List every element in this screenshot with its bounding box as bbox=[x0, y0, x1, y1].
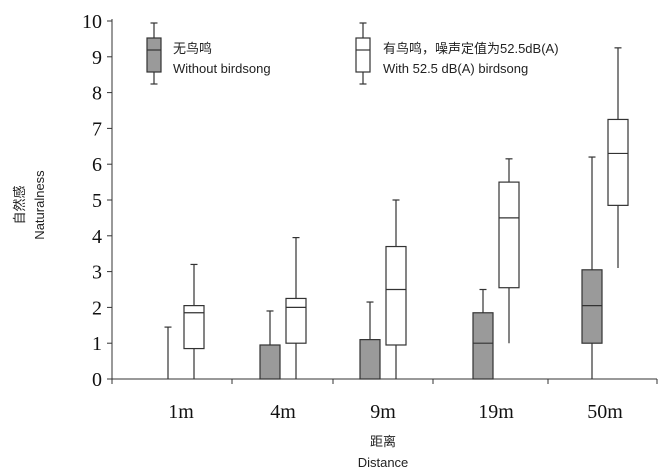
x-tick-label: 50m bbox=[587, 401, 623, 423]
box-with-1m bbox=[183, 263, 205, 379]
legend-label-cn-with: 有鸟鸣，噪声定值为52.5dB(A) bbox=[383, 41, 559, 56]
x-axis: 1m 4m 9m 19m 50m bbox=[111, 378, 658, 423]
legend-label-en-without: Without birdsong bbox=[173, 61, 271, 76]
x-tick-label: 4m bbox=[270, 401, 296, 423]
plot-area bbox=[164, 47, 629, 380]
box-with-9m bbox=[385, 199, 407, 379]
y-axis: 0 1 2 3 4 5 6 7 8 9 10 bbox=[82, 11, 113, 391]
box-iqr bbox=[183, 305, 205, 350]
box-iqr bbox=[359, 339, 381, 380]
x-axis-title-en: Distance bbox=[358, 455, 409, 470]
legend-item-with-birdsong bbox=[355, 22, 371, 85]
box-iqr bbox=[498, 181, 520, 289]
legend-label-cn-without: 无鸟鸣 bbox=[173, 41, 212, 56]
box-with-4m bbox=[285, 236, 307, 379]
x-axis-title-cn: 距离 bbox=[370, 434, 396, 449]
box-iqr bbox=[385, 245, 407, 346]
x-tick-label: 1m bbox=[168, 401, 194, 423]
y-tick-label: 8 bbox=[92, 83, 102, 105]
box-iqr bbox=[472, 312, 494, 380]
box-iqr bbox=[259, 344, 281, 380]
legend: 无鸟鸣 Without birdsong 有鸟鸣，噪声定值为52.5dB(A) … bbox=[146, 22, 559, 85]
y-tick-label: 4 bbox=[92, 226, 102, 248]
box-without-19m bbox=[472, 288, 494, 380]
legend-item-without-birdsong bbox=[146, 22, 162, 85]
box-with-19m bbox=[498, 158, 520, 344]
box-iqr bbox=[607, 118, 629, 206]
y-tick-label: 2 bbox=[92, 297, 102, 319]
x-tick-label: 9m bbox=[370, 401, 396, 423]
y-tick-label: 5 bbox=[92, 190, 102, 212]
y-tick-label: 7 bbox=[92, 118, 102, 140]
box-iqr bbox=[581, 269, 603, 344]
box-without-4m bbox=[259, 310, 281, 380]
legend-label-en-with: With 52.5 dB(A) birdsong bbox=[383, 61, 528, 76]
y-tick-label: 0 bbox=[92, 369, 102, 391]
box-without-1m bbox=[164, 326, 172, 379]
legend-box bbox=[146, 37, 162, 73]
box-without-50m bbox=[581, 156, 603, 379]
y-tick-label: 1 bbox=[92, 333, 102, 355]
y-axis-title-en: Naturalness bbox=[32, 170, 47, 240]
y-tick-label: 3 bbox=[92, 262, 102, 284]
box-without-9m bbox=[359, 301, 381, 380]
y-axis-title-cn: 自然感 bbox=[12, 185, 27, 224]
box-with-50m bbox=[607, 47, 629, 269]
box-iqr bbox=[285, 297, 307, 344]
y-tick-label: 10 bbox=[82, 11, 102, 33]
y-tick-label: 9 bbox=[92, 47, 102, 69]
x-tick-label: 19m bbox=[478, 401, 514, 423]
legend-box bbox=[355, 37, 371, 73]
y-tick-label: 6 bbox=[92, 154, 102, 176]
